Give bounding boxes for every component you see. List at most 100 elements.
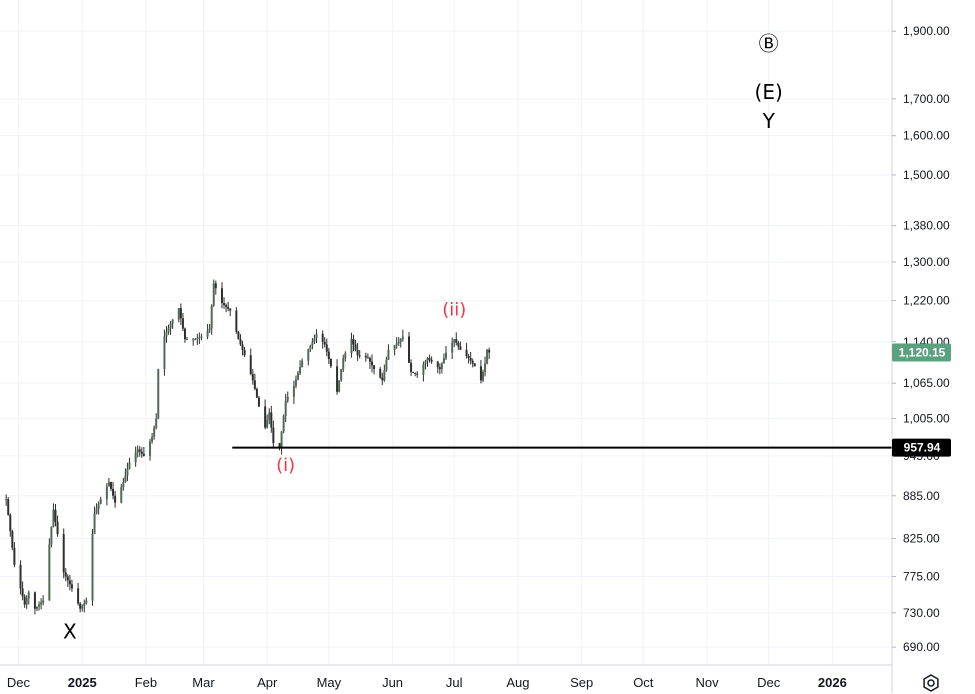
candle: [227, 301, 230, 312]
candle: [486, 348, 489, 365]
candle: [488, 347, 491, 359]
candle: [373, 364, 376, 375]
candle: [208, 323, 211, 334]
candle: [134, 446, 137, 467]
candle: [138, 446, 141, 457]
candle: [255, 387, 258, 398]
candle: [95, 503, 98, 515]
candle: [198, 332, 201, 345]
candle: [471, 358, 474, 368]
candle: [297, 370, 300, 381]
candle: [239, 334, 242, 346]
candle: [19, 560, 22, 595]
candle: [479, 359, 482, 384]
time-tick-label: Nov: [695, 675, 719, 690]
candle: [453, 338, 456, 348]
price-badges: 1,120.15 957.94: [892, 343, 951, 457]
candle: [235, 307, 238, 334]
candle: [294, 375, 297, 389]
candle: [163, 329, 166, 376]
price-tick-label: 825.00: [903, 531, 940, 545]
candle: [379, 366, 382, 379]
wave-label: Y: [762, 109, 776, 133]
candle: [301, 358, 304, 368]
candle: [445, 346, 447, 361]
candle: [356, 342, 359, 361]
candle: [311, 338, 314, 350]
candle: [169, 321, 172, 335]
candle: [465, 342, 468, 359]
candle: [124, 468, 127, 483]
candle: [181, 312, 184, 332]
candle: [253, 373, 256, 391]
candle: [399, 338, 402, 348]
candle: [66, 574, 69, 587]
candle: [438, 363, 441, 375]
candlestick-series: [5, 279, 491, 615]
candle: [177, 308, 180, 323]
candle: [364, 352, 367, 362]
time-tick-label: Apr: [257, 675, 278, 690]
candle: [52, 503, 55, 528]
candle: [307, 348, 310, 366]
time-axis[interactable]: Dec 2025 Feb Mar Apr May Jun Jul Aug Sep Oct Nov Dec…: [7, 675, 847, 690]
chart-settings-button[interactable]: [918, 672, 944, 694]
candle: [165, 325, 168, 343]
price-axis[interactable]: 690.00730.00775.00825.00885.00945.001,00…: [892, 24, 950, 654]
candle: [264, 399, 267, 430]
candle: [223, 297, 226, 309]
candle: [11, 529, 14, 551]
candle: [268, 408, 271, 425]
price-tick-label: 1,300.00: [903, 255, 950, 269]
candle: [114, 490, 117, 508]
candle: [387, 344, 390, 360]
candle: [107, 477, 110, 487]
candle: [237, 331, 240, 340]
support-level-badge: 957.94: [892, 438, 951, 457]
candle: [183, 327, 186, 343]
candle: [109, 481, 112, 492]
candle: [323, 337, 326, 348]
candle: [358, 349, 361, 359]
time-tick-label: Feb: [135, 675, 157, 690]
candle: [85, 597, 88, 605]
candle: [426, 357, 429, 367]
candle: [325, 338, 328, 357]
price-tick-label: 1,500.00: [903, 168, 950, 182]
candle: [280, 431, 283, 455]
price-tick-label: 1,005.00: [903, 411, 950, 425]
price-tick-label: 1,065.00: [903, 376, 950, 390]
candle: [243, 346, 246, 358]
price-tick-label: 775.00: [903, 569, 940, 583]
candle: [366, 353, 369, 359]
candle: [397, 337, 400, 346]
candle: [112, 481, 115, 500]
candle: [21, 581, 24, 601]
time-tick-label: Jul: [446, 675, 463, 690]
candle: [48, 538, 51, 601]
candle: [424, 359, 427, 370]
candle: [428, 354, 431, 363]
candle: [142, 446, 145, 457]
candle: [97, 501, 100, 515]
candle: [99, 496, 102, 505]
candle: [136, 445, 139, 458]
candle: [457, 340, 460, 350]
candle: [408, 332, 411, 363]
candle: [225, 303, 228, 313]
candle: [54, 503, 57, 527]
candle: [38, 601, 41, 611]
candle: [292, 380, 295, 404]
wave-label: (ii): [442, 300, 466, 321]
candle: [77, 582, 80, 606]
candle: [192, 338, 195, 346]
wave-label: (E): [755, 80, 783, 104]
candle: [344, 351, 347, 362]
candle: [167, 324, 170, 335]
price-tick-label: 730.00: [903, 606, 940, 620]
candle: [83, 599, 86, 613]
wave-label: X: [63, 619, 77, 643]
candle: [157, 368, 160, 420]
candle: [395, 337, 398, 349]
